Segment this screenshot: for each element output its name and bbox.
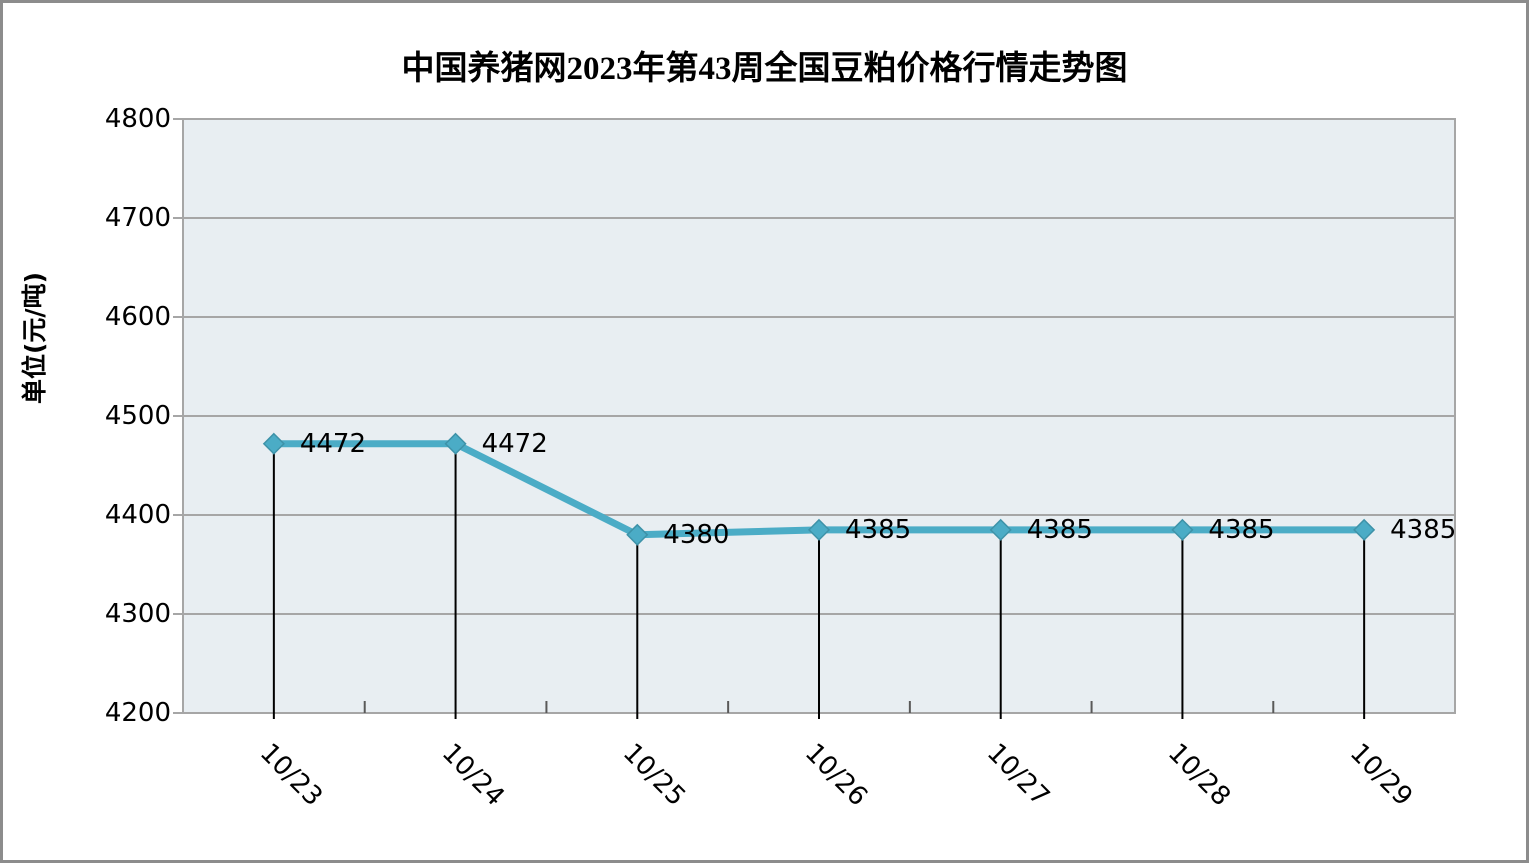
data-point-label: 4380 — [663, 519, 730, 550]
y-tick-label: 4600 — [104, 302, 171, 332]
data-point-marker — [807, 518, 831, 541]
data-point-label: 4472 — [299, 428, 367, 459]
data-point-marker — [626, 523, 649, 546]
data-point-marker — [1171, 518, 1194, 541]
y-tick-label: 4300 — [104, 599, 171, 629]
data-point-marker — [989, 518, 1012, 541]
data-point-marker — [444, 432, 467, 455]
data-point-label: 4385 — [1390, 514, 1457, 545]
data-point-label: 4385 — [1026, 514, 1093, 545]
data-point-marker — [1353, 518, 1376, 541]
y-tick-label: 4800 — [104, 104, 171, 134]
line-chart-plot — [173, 118, 1456, 719]
y-tick-label: 4200 — [104, 698, 171, 728]
chart-title: 中国养猪网2023年第43周全国豆粕价格行情走势图 — [401, 51, 1128, 87]
data-point-label: 4385 — [845, 514, 912, 545]
y-tick-label: 4700 — [104, 203, 171, 233]
data-point-marker — [262, 432, 285, 455]
y-tick-label: 4500 — [104, 401, 171, 431]
y-tick-label: 4400 — [104, 500, 171, 530]
data-point-label: 4385 — [1208, 514, 1275, 545]
data-point-label: 4472 — [481, 428, 548, 459]
